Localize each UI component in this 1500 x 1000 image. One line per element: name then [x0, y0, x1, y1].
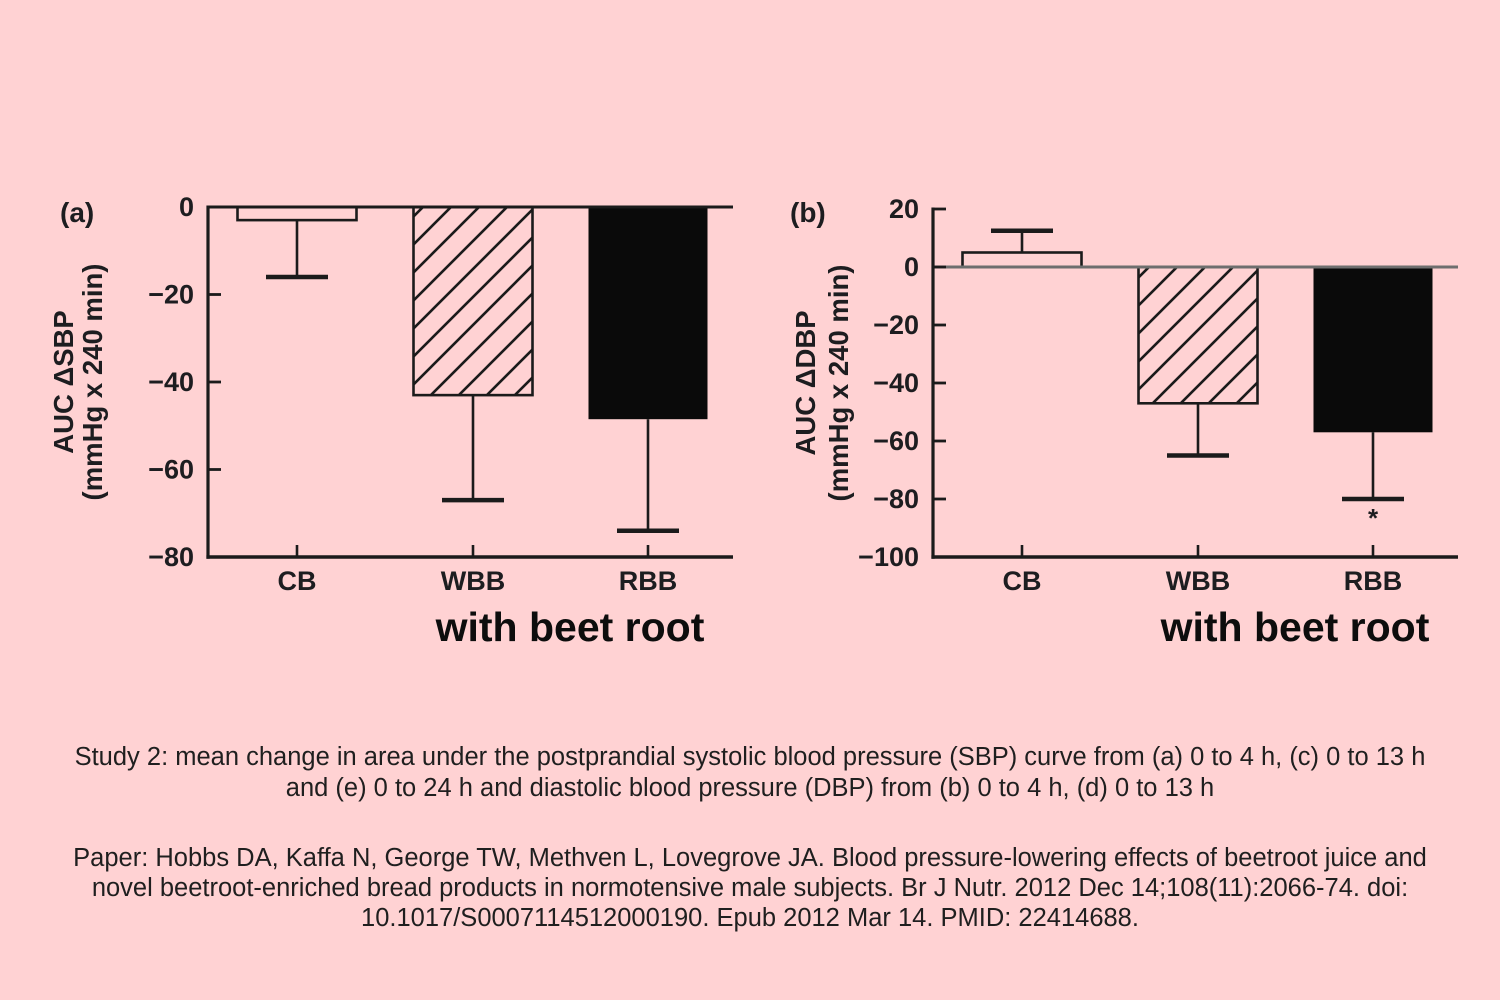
- y-axis-title-units: (mmHg x 240 min): [77, 264, 108, 501]
- citation-line-3: 10.1017/S0007114512000190. Epub 2012 Mar…: [361, 904, 1139, 932]
- citation-line-1: Paper: Hobbs DA, Kaffa N, George TW, Met…: [73, 844, 1427, 872]
- y-tick-label-20: 20: [889, 194, 919, 224]
- y-tick-label-0: 0: [904, 252, 919, 282]
- y-tick-label--100: −100: [858, 542, 919, 572]
- bar-rbb: [588, 207, 708, 420]
- bar-cb: [961, 251, 1083, 269]
- citation-line-2: novel beetroot-enriched bread products i…: [91, 874, 1409, 902]
- figure-caption: Study 2: mean change in area under the p…: [0, 742, 1500, 804]
- category-label-wbb: WBB: [441, 566, 505, 596]
- y-tick-label--40: −40: [148, 367, 194, 397]
- y-axis-title-units: (mmHg x 240 min): [823, 265, 854, 502]
- with-beet-root-label-b: with beet root: [1160, 604, 1430, 650]
- y-tick-label--80: −80: [873, 484, 919, 514]
- paper-citation: Paper: Hobbs DA, Kaffa N, George TW, Met…: [0, 843, 1500, 933]
- bar-rbb: [1313, 267, 1433, 433]
- y-tick-label--20: −20: [873, 310, 919, 340]
- y-tick-label--80: −80: [148, 542, 194, 572]
- y-tick-label-0: 0: [179, 192, 194, 222]
- bar-wbb: [1137, 265, 1259, 405]
- y-tick-label--60: −60: [148, 455, 194, 485]
- bar-cb: [236, 205, 358, 222]
- category-label-rbb: RBB: [619, 566, 678, 596]
- caption-line-2: and (e) 0 to 24 h and diastolic blood pr…: [285, 774, 1215, 802]
- y-tick-label--40: −40: [873, 368, 919, 398]
- caption-line-1: Study 2: mean change in area under the p…: [74, 743, 1426, 771]
- y-axis-title: AUC ΔSBP: [48, 310, 79, 454]
- category-label-wbb: WBB: [1166, 566, 1230, 596]
- sbp-bar-chart: CB WBB RBB 0 −20 −40 −60 −80 (a) AUC ΔSBP(mmHg x …: [48, 192, 733, 596]
- y-tick-label--20: −20: [148, 280, 194, 310]
- dbp-bar-chart: CB WBB * RBB 20 0 −20 −40 −60 −80 −100 (b) AUC ΔDBP(…: [790, 194, 1458, 596]
- category-label-cb: CB: [1003, 566, 1042, 596]
- y-axis-title: AUC ΔDBP: [790, 310, 821, 455]
- category-label-rbb: RBB: [1344, 566, 1403, 596]
- panel-label: (a): [60, 197, 94, 228]
- y-tick-label--60: −60: [873, 426, 919, 456]
- sig-marker-rbb: *: [1368, 503, 1379, 533]
- category-label-cb: CB: [278, 566, 317, 596]
- panel-label: (b): [790, 197, 826, 228]
- bar-wbb: [412, 205, 534, 397]
- with-beet-root-label-a: with beet root: [435, 604, 705, 650]
